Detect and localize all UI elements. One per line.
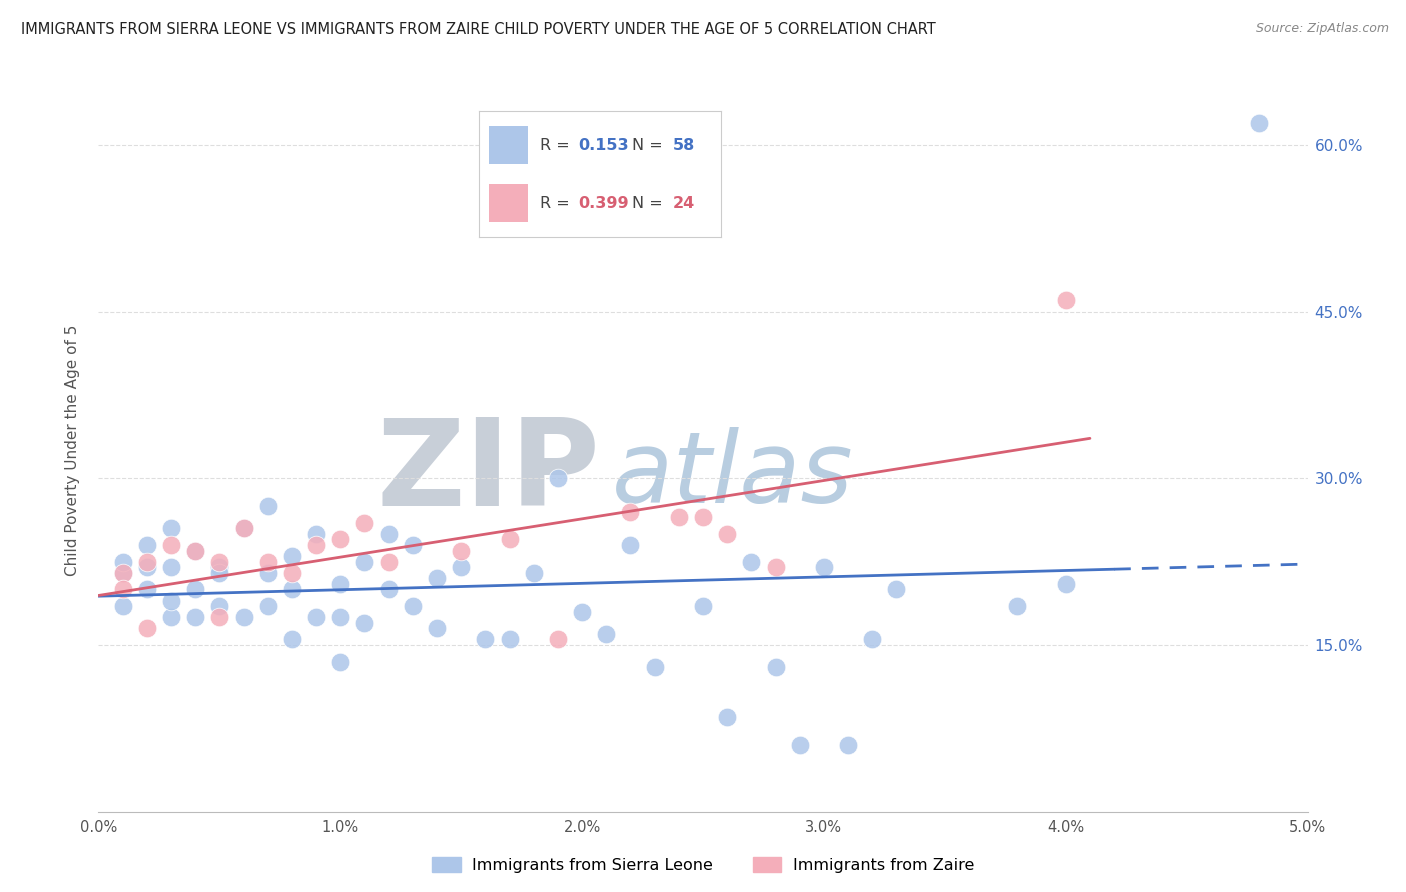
Point — [111, 555, 134, 569]
Point — [305, 526, 328, 541]
Point — [111, 582, 134, 597]
Point — [160, 593, 183, 607]
Point — [184, 543, 207, 558]
Point — [208, 555, 231, 569]
Point — [450, 560, 472, 574]
Point — [281, 582, 304, 597]
Point — [377, 582, 399, 597]
Point — [1054, 293, 1077, 308]
Text: atlas: atlas — [613, 427, 853, 524]
Point — [208, 566, 231, 580]
Point — [474, 632, 496, 647]
Point — [402, 599, 425, 613]
Point — [111, 599, 134, 613]
Point — [329, 533, 352, 547]
Point — [1007, 599, 1029, 613]
Point — [329, 577, 352, 591]
Point — [135, 560, 157, 574]
Point — [135, 621, 157, 635]
Point — [1249, 115, 1271, 129]
Point — [184, 543, 207, 558]
Point — [498, 533, 520, 547]
Point — [571, 605, 593, 619]
Point — [329, 610, 352, 624]
Y-axis label: Child Poverty Under the Age of 5: Child Poverty Under the Age of 5 — [65, 325, 80, 576]
Point — [208, 599, 231, 613]
Point — [450, 543, 472, 558]
Point — [644, 660, 666, 674]
Point — [789, 738, 811, 752]
Point — [668, 510, 690, 524]
Point — [329, 655, 352, 669]
Point — [305, 610, 328, 624]
Point — [765, 560, 787, 574]
Point — [256, 499, 278, 513]
Point — [208, 610, 231, 624]
Point — [184, 610, 207, 624]
Point — [692, 510, 714, 524]
Point — [523, 566, 546, 580]
Point — [256, 599, 278, 613]
Point — [860, 632, 883, 647]
Point — [1054, 577, 1077, 591]
Point — [619, 538, 641, 552]
Point — [160, 560, 183, 574]
Text: ZIP: ZIP — [377, 414, 600, 531]
Point — [547, 632, 569, 647]
Text: IMMIGRANTS FROM SIERRA LEONE VS IMMIGRANTS FROM ZAIRE CHILD POVERTY UNDER THE AG: IMMIGRANTS FROM SIERRA LEONE VS IMMIGRAN… — [21, 22, 936, 37]
Point — [353, 555, 375, 569]
Point — [281, 549, 304, 563]
Point — [377, 555, 399, 569]
Point — [740, 555, 762, 569]
Point — [886, 582, 908, 597]
Point — [184, 582, 207, 597]
Point — [281, 566, 304, 580]
Point — [160, 521, 183, 535]
Point — [160, 610, 183, 624]
Point — [595, 627, 617, 641]
Point — [232, 521, 254, 535]
Point — [305, 538, 328, 552]
Point — [377, 526, 399, 541]
Point — [135, 582, 157, 597]
Legend: Immigrants from Sierra Leone, Immigrants from Zaire: Immigrants from Sierra Leone, Immigrants… — [426, 851, 980, 880]
Point — [256, 555, 278, 569]
Point — [426, 621, 449, 635]
Point — [692, 599, 714, 613]
Point — [281, 632, 304, 647]
Point — [765, 660, 787, 674]
Point — [716, 710, 738, 724]
Point — [716, 526, 738, 541]
Point — [353, 516, 375, 530]
Point — [426, 571, 449, 585]
Text: Source: ZipAtlas.com: Source: ZipAtlas.com — [1256, 22, 1389, 36]
Point — [135, 538, 157, 552]
Point — [498, 632, 520, 647]
Point — [208, 560, 231, 574]
Point — [353, 615, 375, 630]
Point — [232, 610, 254, 624]
Point — [111, 566, 134, 580]
Point — [547, 471, 569, 485]
Point — [111, 566, 134, 580]
Point — [813, 560, 835, 574]
Point — [619, 505, 641, 519]
Point — [160, 538, 183, 552]
Point — [402, 538, 425, 552]
Point — [256, 566, 278, 580]
Point — [232, 521, 254, 535]
Point — [135, 555, 157, 569]
Point — [837, 738, 859, 752]
